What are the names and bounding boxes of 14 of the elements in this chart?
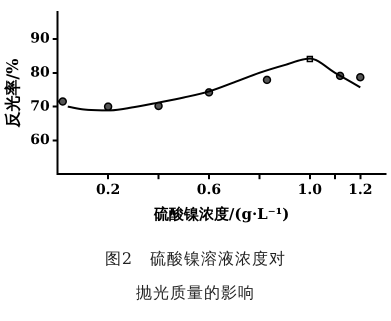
x-tick-label: 1.0 (298, 182, 322, 198)
x-tick-label: 1.2 (348, 182, 372, 198)
y-tick-label: 70 (30, 98, 50, 114)
point (58, 97, 67, 106)
x-tick-label: 0.2 (96, 182, 120, 198)
y-tick-label: 60 (30, 132, 50, 148)
caption: 图2 硫酸镍溶液浓度对抛光质量的影响 (104, 248, 288, 304)
x-axis-title: 硫酸镍浓度/(g·L⁻¹) (152, 204, 290, 223)
x-tick-label: 0.6 (196, 182, 222, 198)
y-tick-label: 80 (30, 64, 50, 80)
point (356, 72, 365, 82)
point (262, 76, 272, 84)
y-axis-title: 反光率/% (2, 58, 22, 129)
y-tick-label: 90 (30, 30, 50, 47)
